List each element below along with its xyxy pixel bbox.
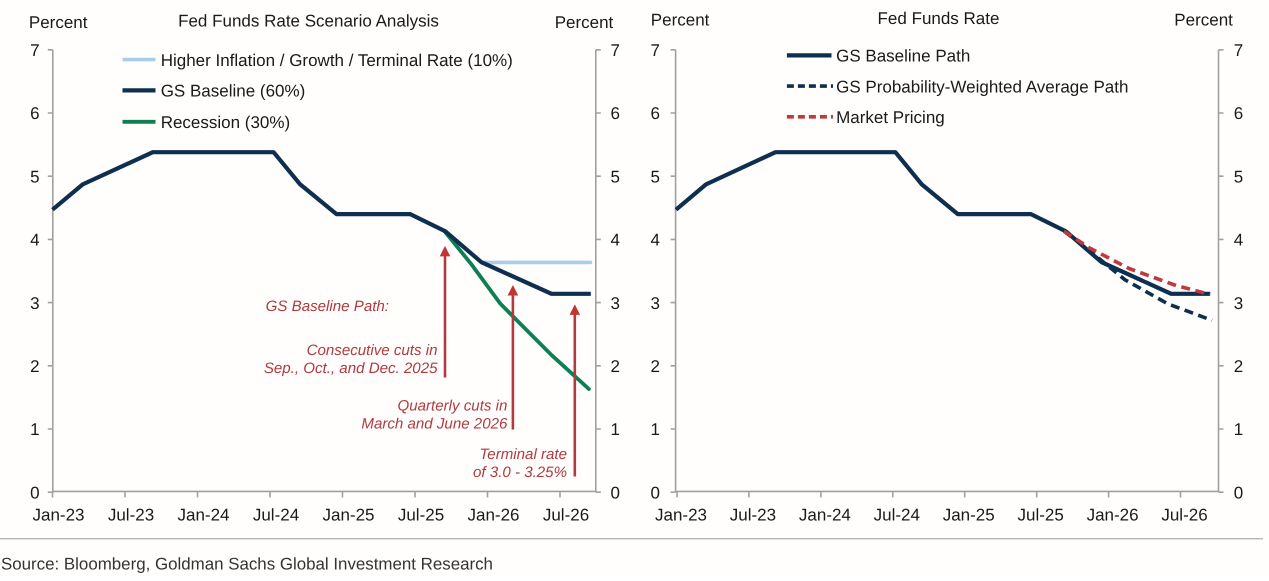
svg-text:1: 1 <box>1234 420 1243 439</box>
svg-text:Jul-23: Jul-23 <box>108 506 154 525</box>
svg-text:Jan-23: Jan-23 <box>655 506 707 525</box>
svg-text:2: 2 <box>30 357 39 376</box>
svg-text:Jul-24: Jul-24 <box>874 506 920 525</box>
svg-text:GS Baseline Path:: GS Baseline Path: <box>266 298 389 315</box>
svg-text:Source: Bloomberg, Goldman Sac: Source: Bloomberg, Goldman Sachs Global … <box>1 555 493 574</box>
svg-text:3: 3 <box>1234 294 1243 313</box>
svg-text:5: 5 <box>611 167 620 186</box>
svg-text:1: 1 <box>651 420 660 439</box>
svg-text:1: 1 <box>611 420 620 439</box>
svg-text:Jul-25: Jul-25 <box>398 506 444 525</box>
svg-text:Jan-24: Jan-24 <box>178 506 230 525</box>
svg-text:0: 0 <box>1234 483 1243 502</box>
svg-text:Jan-25: Jan-25 <box>323 506 375 525</box>
svg-text:1: 1 <box>30 420 39 439</box>
svg-text:7: 7 <box>1234 41 1243 60</box>
svg-text:Jan-26: Jan-26 <box>468 506 520 525</box>
svg-text:of 3.0 - 3.25%: of 3.0 - 3.25% <box>473 464 567 481</box>
svg-text:Percent: Percent <box>1174 11 1233 30</box>
svg-text:Jul-24: Jul-24 <box>253 506 299 525</box>
svg-text:Quarterly cuts in: Quarterly cuts in <box>398 397 508 414</box>
svg-text:Jul-26: Jul-26 <box>543 506 589 525</box>
svg-text:0: 0 <box>651 483 660 502</box>
svg-text:Consecutive cuts in: Consecutive cuts in <box>307 342 438 359</box>
svg-text:Jan-24: Jan-24 <box>799 506 851 525</box>
svg-text:0: 0 <box>611 483 620 502</box>
svg-text:GS Baseline (60%): GS Baseline (60%) <box>161 82 306 101</box>
svg-text:Jan-25: Jan-25 <box>943 506 995 525</box>
svg-text:Jan-26: Jan-26 <box>1087 506 1139 525</box>
svg-text:6: 6 <box>651 104 660 123</box>
svg-text:7: 7 <box>30 41 39 60</box>
svg-text:Jul-26: Jul-26 <box>1161 506 1207 525</box>
svg-text:Recession (30%): Recession (30%) <box>161 113 290 132</box>
svg-text:Higher Inflation / Growth / Te: Higher Inflation / Growth / Terminal Rat… <box>161 51 513 70</box>
svg-text:Terminal rate: Terminal rate <box>479 446 567 463</box>
svg-text:2: 2 <box>651 357 660 376</box>
svg-text:GS Probability-Weighted Averag: GS Probability-Weighted Average Path <box>836 77 1128 96</box>
svg-text:Sep., Oct., and Dec. 2025: Sep., Oct., and Dec. 2025 <box>264 360 438 377</box>
svg-text:March and June 2026: March and June 2026 <box>361 415 508 432</box>
svg-text:Jul-23: Jul-23 <box>730 506 776 525</box>
svg-text:Percent: Percent <box>29 13 88 32</box>
svg-text:GS Baseline Path: GS Baseline Path <box>836 47 970 66</box>
svg-text:2: 2 <box>1234 357 1243 376</box>
svg-text:3: 3 <box>30 294 39 313</box>
svg-text:7: 7 <box>651 41 660 60</box>
svg-text:4: 4 <box>30 231 39 250</box>
svg-text:7: 7 <box>611 41 620 60</box>
svg-text:2: 2 <box>611 357 620 376</box>
svg-text:Jan-23: Jan-23 <box>33 506 85 525</box>
svg-text:4: 4 <box>1234 231 1243 250</box>
svg-text:6: 6 <box>611 104 620 123</box>
svg-text:6: 6 <box>30 104 39 123</box>
svg-text:5: 5 <box>30 167 39 186</box>
svg-text:Jul-25: Jul-25 <box>1018 506 1064 525</box>
svg-text:3: 3 <box>611 294 620 313</box>
svg-text:4: 4 <box>611 231 620 250</box>
svg-text:5: 5 <box>651 167 660 186</box>
svg-text:Percent: Percent <box>651 11 710 30</box>
svg-text:Fed Funds Rate: Fed Funds Rate <box>878 9 1000 28</box>
svg-text:Fed Funds Rate Scenario Analys: Fed Funds Rate Scenario Analysis <box>178 12 439 31</box>
svg-text:Percent: Percent <box>555 13 614 32</box>
svg-text:0: 0 <box>30 483 39 502</box>
svg-text:Market Pricing: Market Pricing <box>836 108 945 127</box>
svg-text:3: 3 <box>651 294 660 313</box>
svg-text:5: 5 <box>1234 167 1243 186</box>
svg-text:4: 4 <box>651 231 660 250</box>
svg-text:6: 6 <box>1234 104 1243 123</box>
